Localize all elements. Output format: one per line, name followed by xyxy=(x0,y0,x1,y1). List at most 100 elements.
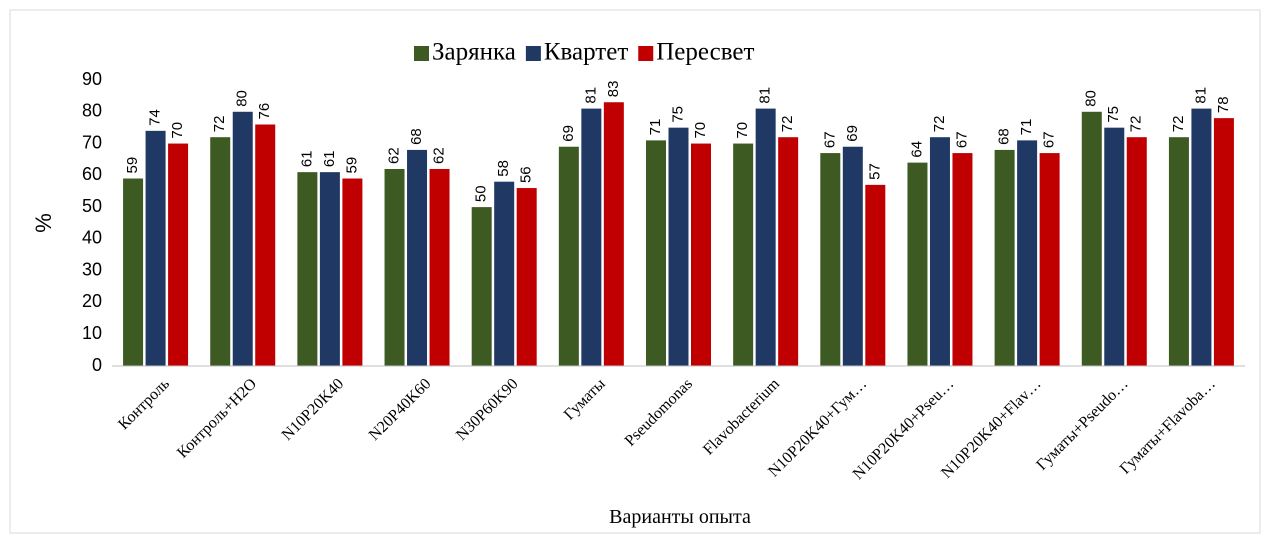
value-label: 72 xyxy=(779,116,796,133)
value-label: 75 xyxy=(669,106,686,123)
value-label: 58 xyxy=(495,160,512,177)
value-label: 74 xyxy=(147,109,164,126)
x-tick-label: Гуматы+Flavoba… xyxy=(1117,375,1219,477)
x-tick-label: Flavobacterium xyxy=(700,375,783,458)
value-label: 57 xyxy=(866,163,883,180)
value-label: 80 xyxy=(1083,90,1100,107)
x-tick-label: Гуматы+Pseudo… xyxy=(1033,375,1131,473)
value-label: 81 xyxy=(757,87,774,104)
y-tick-label: 50 xyxy=(82,196,102,216)
bar xyxy=(516,188,537,366)
y-axis-title: % xyxy=(31,213,56,233)
bar xyxy=(232,111,253,367)
value-label: 64 xyxy=(908,141,925,158)
bar xyxy=(558,146,579,366)
value-label: 72 xyxy=(1128,116,1145,133)
bar xyxy=(384,168,405,366)
bar xyxy=(255,124,276,366)
bar xyxy=(297,172,318,366)
bar xyxy=(342,178,363,366)
value-label: 59 xyxy=(343,157,360,174)
bar xyxy=(145,130,166,366)
value-label: 56 xyxy=(518,166,535,183)
y-tick-label: 30 xyxy=(82,259,102,279)
value-label: 67 xyxy=(953,131,970,148)
chart-border xyxy=(9,9,1261,534)
bar xyxy=(842,146,863,366)
value-label: 80 xyxy=(234,90,251,107)
value-label: 62 xyxy=(431,147,448,164)
value-label: 61 xyxy=(321,150,338,167)
bar xyxy=(646,140,666,366)
value-label: 81 xyxy=(1192,87,1209,104)
bar xyxy=(691,143,711,366)
value-label: 72 xyxy=(211,116,228,133)
x-tick-label: N10P20K40+Гум… xyxy=(765,375,870,480)
y-tick-label: 20 xyxy=(82,291,102,311)
bar xyxy=(1126,137,1147,366)
value-label: 59 xyxy=(124,157,141,174)
value-label: 71 xyxy=(647,119,664,136)
y-tick-label: 70 xyxy=(82,132,102,152)
y-tick-label: 40 xyxy=(82,228,102,248)
value-label: 72 xyxy=(931,116,948,133)
bar xyxy=(581,108,602,366)
bar xyxy=(865,184,886,366)
bar xyxy=(1168,137,1189,366)
bar xyxy=(1104,127,1125,367)
bar xyxy=(1191,108,1212,366)
y-tick-label: 10 xyxy=(82,323,102,343)
bar xyxy=(994,149,1015,366)
y-tick-label: 90 xyxy=(82,69,102,89)
value-label: 67 xyxy=(1041,131,1058,148)
value-label: 68 xyxy=(996,128,1013,145)
value-label: 61 xyxy=(298,150,315,167)
x-tick-label: N10P20K40 xyxy=(279,375,348,444)
bar xyxy=(319,172,340,366)
x-tick-label: N10P20K40+Flav… xyxy=(938,375,1044,481)
legend-swatch xyxy=(414,46,429,61)
y-tick-label: 60 xyxy=(82,164,102,184)
bar xyxy=(733,143,754,366)
bar xyxy=(494,181,515,366)
value-label: 67 xyxy=(821,131,838,148)
legend-swatch xyxy=(638,46,654,61)
bar xyxy=(210,137,231,366)
x-tick-label: Гуматы xyxy=(561,375,609,423)
x-tick-label: N30P60K90 xyxy=(453,375,522,444)
legend-label: Зарянка xyxy=(432,39,516,66)
legend-label: Пересвет xyxy=(656,39,754,66)
x-tick-label: Контроль+H2O xyxy=(174,375,260,461)
value-label: 68 xyxy=(408,128,425,145)
bar xyxy=(755,108,776,366)
y-tick-label: 0 xyxy=(92,355,102,375)
bar xyxy=(471,207,492,366)
bar xyxy=(1213,118,1234,366)
value-label: 81 xyxy=(582,87,599,104)
bar xyxy=(1017,140,1038,366)
value-label: 70 xyxy=(169,122,186,139)
bar xyxy=(123,178,144,366)
legend-swatch xyxy=(525,46,541,61)
value-label: 72 xyxy=(1170,116,1187,133)
x-tick-label: N20P40K60 xyxy=(366,375,435,444)
y-tick-label: 80 xyxy=(82,101,102,121)
legend-label: Квартет xyxy=(544,39,628,66)
value-label: 50 xyxy=(473,185,490,202)
x-tick-label: Контроль xyxy=(115,375,173,433)
value-label: 75 xyxy=(1105,106,1122,123)
bar xyxy=(1081,111,1102,367)
x-axis-title: Варианты опыта xyxy=(609,506,751,528)
bar xyxy=(407,149,428,366)
bar xyxy=(168,143,189,366)
value-label: 70 xyxy=(734,122,751,139)
x-tick-label: Pseudomonas xyxy=(622,375,696,449)
bar xyxy=(429,168,450,366)
bar xyxy=(668,127,689,367)
value-label: 62 xyxy=(386,147,403,164)
bar xyxy=(820,153,841,366)
value-label: 71 xyxy=(1018,119,1035,136)
value-label: 76 xyxy=(256,103,273,120)
value-label: 83 xyxy=(605,81,622,98)
